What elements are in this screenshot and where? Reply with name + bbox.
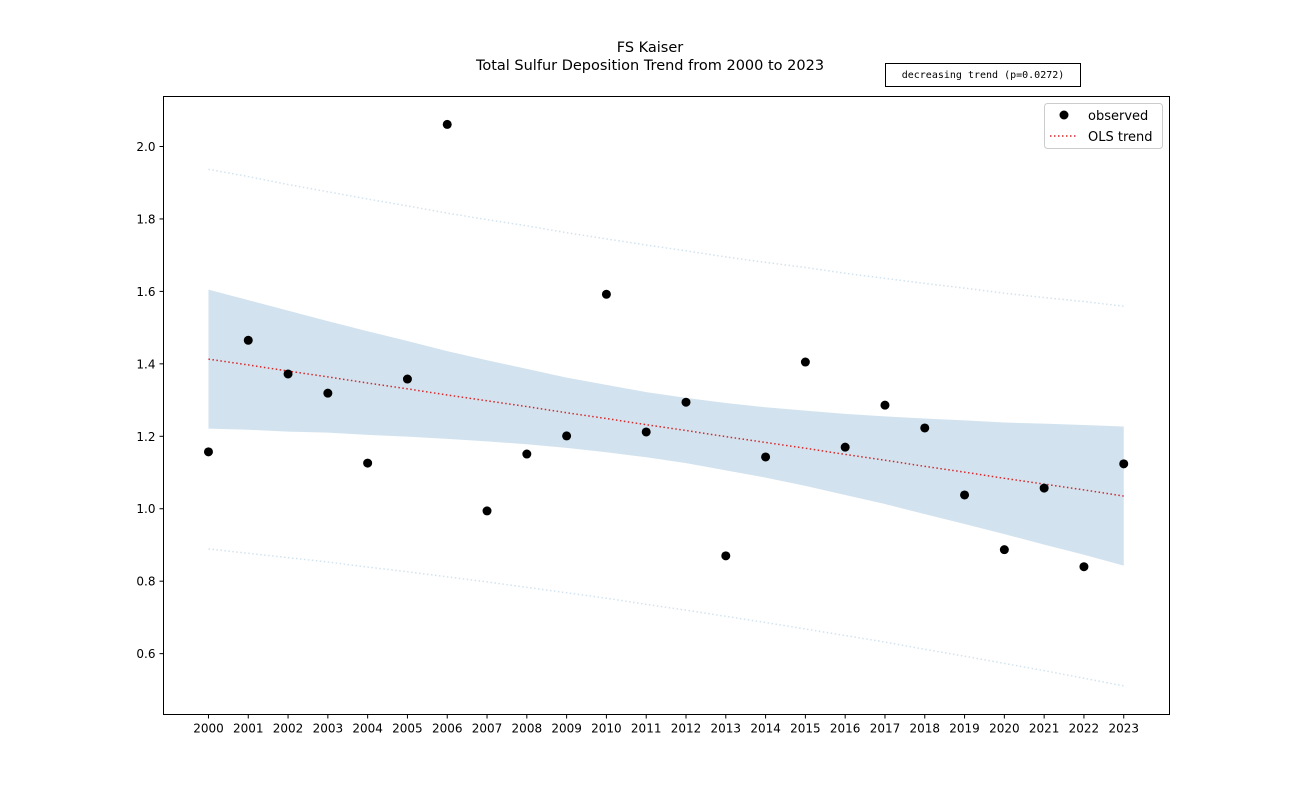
x-tick-label: 2003: [313, 722, 344, 736]
observed-point-2013: [721, 551, 731, 561]
x-tick-label: 2008: [512, 722, 543, 736]
chart-subtitle: Total Sulfur Deposition Trend from 2000 …: [475, 58, 824, 74]
trend-annotation: decreasing trend (p=0.0272): [885, 63, 1081, 87]
y-axis: 0.6 0.8 1.0 1.2 1.4 1.6 1.8 2.0: [136, 140, 164, 661]
observed-point-2007: [482, 506, 492, 516]
prediction-interval-upper: [208, 168, 1124, 307]
x-tick-label: 2020: [989, 722, 1020, 736]
observed-point-2009: [562, 431, 572, 441]
x-tick-label: 2007: [472, 722, 503, 736]
observed-point-2004: [363, 458, 373, 468]
x-tick-label: 2000: [193, 722, 224, 736]
x-tick-label: 2021: [1029, 722, 1060, 736]
observed-point-2011: [641, 427, 651, 437]
axes-frame: [163, 96, 1170, 715]
observed-point-2001: [243, 335, 253, 345]
x-tick-label: 2004: [352, 722, 383, 736]
x-tick-label: 2023: [1108, 722, 1139, 736]
observed-point-2012: [681, 397, 691, 407]
x-tick-label: 2011: [631, 722, 662, 736]
observed-point-2018: [920, 423, 930, 433]
observed-point-2016: [840, 442, 850, 452]
confidence-band: [208, 289, 1124, 566]
legend-observed-marker: [1059, 110, 1069, 120]
observed-point-2022: [1079, 562, 1089, 572]
x-tick-label: 2002: [273, 722, 304, 736]
legend: observed OLS trend: [1044, 103, 1163, 149]
y-tick-label: 2.0: [136, 140, 155, 154]
x-tick-label: 2015: [790, 722, 821, 736]
observed-point-2000: [203, 447, 213, 457]
observed-point-2008: [522, 449, 532, 459]
x-tick-label: 2010: [591, 722, 622, 736]
x-axis: 2000 2001 2002 2003 2004 2005 2006 2007 2008 2009…: [193, 714, 1139, 736]
observed-point-2006: [442, 119, 452, 129]
y-tick-label: 0.6: [136, 647, 155, 661]
chart-title: FS Kaiser: [617, 40, 684, 56]
y-tick-label: 1.4: [136, 357, 155, 371]
legend-observed-label: observed: [1088, 109, 1148, 124]
observed-point-2003: [323, 388, 333, 398]
plot-area: [203, 119, 1129, 687]
x-tick-label: 2016: [830, 722, 861, 736]
x-tick-label: 2012: [671, 722, 702, 736]
observed-point-2019: [960, 490, 970, 500]
legend-trend-label: OLS trend: [1088, 130, 1153, 145]
x-tick-label: 2014: [750, 722, 781, 736]
observed-point-2015: [800, 357, 810, 367]
observed-point-2005: [402, 374, 412, 384]
x-tick-label: 2009: [551, 722, 582, 736]
observed-point-2010: [601, 289, 611, 299]
y-tick-label: 0.8: [136, 575, 155, 589]
observed-point-2014: [761, 452, 771, 462]
x-tick-label: 2017: [870, 722, 901, 736]
y-tick-label: 1.8: [136, 212, 155, 226]
y-tick-label: 1.0: [136, 502, 155, 516]
x-tick-label: 2006: [432, 722, 463, 736]
x-tick-label: 2001: [233, 722, 264, 736]
x-tick-label: 2018: [909, 722, 940, 736]
y-tick-label: 1.2: [136, 430, 155, 444]
observed-point-2023: [1119, 459, 1129, 469]
y-tick-label: 1.6: [136, 285, 155, 299]
observed-point-2017: [880, 400, 890, 410]
trend-annotation-text: decreasing trend (p=0.0272): [902, 70, 1065, 81]
observed-point-2002: [283, 369, 293, 379]
observed-point-2021: [1039, 483, 1049, 493]
x-tick-label: 2013: [711, 722, 742, 736]
x-tick-label: 2019: [949, 722, 980, 736]
observed-point-2020: [999, 545, 1009, 555]
prediction-interval-lower: [208, 548, 1124, 687]
x-tick-label: 2005: [392, 722, 423, 736]
x-tick-label: 2022: [1069, 722, 1100, 736]
